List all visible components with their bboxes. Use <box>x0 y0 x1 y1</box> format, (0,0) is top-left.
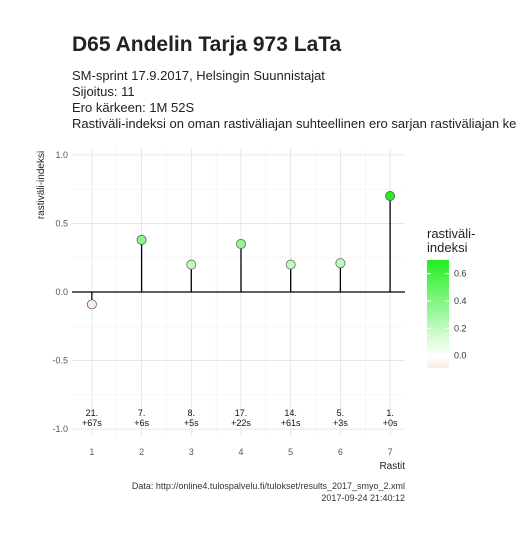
y-axis-ticks: -1.0 -0.5 0.0 0.5 1.0 <box>52 150 68 434</box>
x-tick-label: 3 <box>189 447 194 457</box>
x-axis-label: Rastit <box>379 461 405 472</box>
y-axis-label: rastiväli-indeksi <box>36 151 47 219</box>
data-point <box>385 191 396 201</box>
point-label: +6s <box>134 418 149 428</box>
y-tick-label: 0.5 <box>55 218 68 228</box>
x-axis-ticks: 1 2 3 4 5 6 7 <box>89 447 392 457</box>
legend-tick-label: 0.2 <box>454 323 467 333</box>
chart-title: D65 Andelin Tarja 973 LaTa <box>72 33 342 56</box>
legend-colorbar <box>427 260 449 368</box>
legend-tick-label: 0.4 <box>454 296 467 306</box>
data-points <box>86 191 396 310</box>
x-tick-label: 1 <box>89 447 94 457</box>
y-tick-label: -1.0 <box>52 424 68 434</box>
point-label: 5. <box>337 408 345 418</box>
stems <box>91 196 391 305</box>
data-point <box>335 258 346 269</box>
subtitle-line-event: SM-sprint 17.9.2017, Helsingin Suunnista… <box>72 68 325 83</box>
point-label: 17. <box>235 408 248 418</box>
point-label: 8. <box>188 408 196 418</box>
x-tick-label: 7 <box>388 447 393 457</box>
x-tick-label: 6 <box>338 447 343 457</box>
x-tick-label: 4 <box>238 447 243 457</box>
subtitle-line-gap: Ero kärkeen: 1M 52S <box>72 100 195 115</box>
y-tick-label: 1.0 <box>55 150 68 160</box>
point-label: +61s <box>281 418 301 428</box>
legend-title: rastiväli- indeksi <box>427 226 476 255</box>
legend-tick-label: 0.0 <box>454 351 467 361</box>
x-tick-label: 2 <box>139 447 144 457</box>
caption-timestamp: 2017-09-24 21:40:12 <box>321 493 405 503</box>
y-tick-label: 0.0 <box>55 287 68 297</box>
subtitle-line-placement: Sijoitus: 11 <box>72 84 135 99</box>
legend-ticks: 0.6 0.4 0.2 0.0 <box>427 269 467 361</box>
point-label: 21. <box>86 408 99 418</box>
caption-source: Data: http://online4.tulospalvelu.fi/tul… <box>131 481 405 491</box>
data-point <box>285 259 296 270</box>
point-label: +0s <box>383 418 398 428</box>
y-tick-label: -0.5 <box>52 356 68 366</box>
point-label: 14. <box>284 408 297 418</box>
data-point <box>236 239 246 249</box>
subtitle-line-description: Rastiväli-indeksi on oman rastiväliajan … <box>72 116 517 131</box>
point-label: 1. <box>386 408 394 418</box>
point-labels: 21.+67s 7.+6s 8.+5s 17.+22s 14.+61s 5.+3s 1.+0… <box>82 408 398 428</box>
point-label: +22s <box>231 418 251 428</box>
point-label: 7. <box>138 408 146 418</box>
data-point <box>186 259 197 270</box>
point-label: +3s <box>333 418 348 428</box>
legend-tick-label: 0.6 <box>454 269 467 279</box>
data-point <box>86 299 97 310</box>
data-point <box>136 234 147 245</box>
point-label: +67s <box>82 418 102 428</box>
x-tick-label: 5 <box>288 447 293 457</box>
point-label: +5s <box>184 418 199 428</box>
